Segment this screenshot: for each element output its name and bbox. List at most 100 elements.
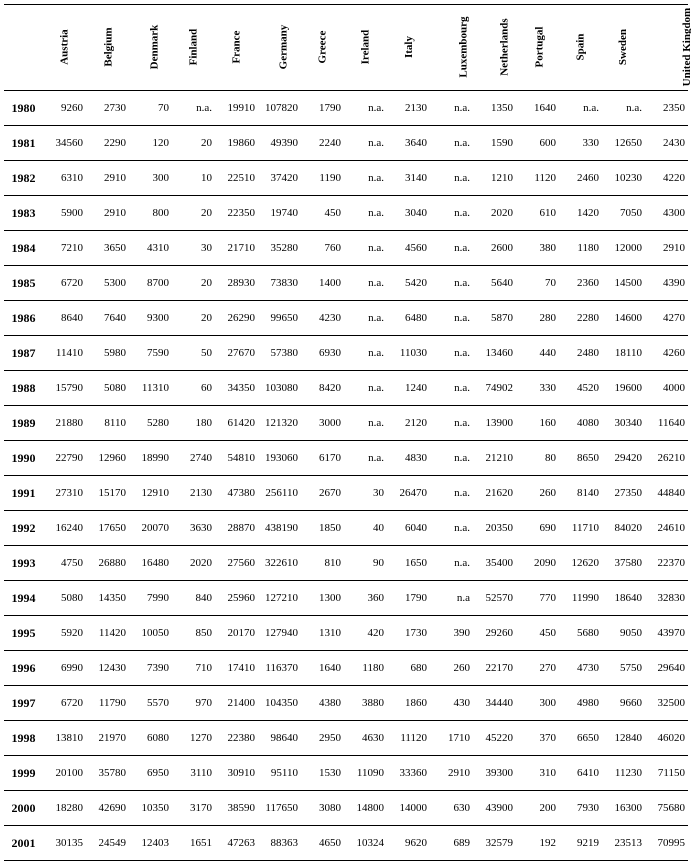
data-cell: 1180: [344, 651, 387, 686]
data-cell: 32830: [645, 581, 688, 616]
data-cell: 16300: [602, 791, 645, 826]
data-cell: 3640: [387, 126, 430, 161]
data-cell: n.a.: [430, 266, 473, 301]
data-cell: 22510: [215, 161, 258, 196]
data-cell: 4630: [344, 721, 387, 756]
data-cell: 34350: [215, 371, 258, 406]
data-cell: 61420: [215, 406, 258, 441]
table-row: 1999201003578069503110309109511015301109…: [4, 756, 688, 791]
data-cell: 120: [129, 126, 172, 161]
data-cell: 127940: [258, 616, 301, 651]
data-cell: 20: [172, 196, 215, 231]
data-cell: 19860: [215, 126, 258, 161]
data-cell: 8700: [129, 266, 172, 301]
data-cell: 10: [172, 161, 215, 196]
data-cell: n.a.: [430, 161, 473, 196]
data-cell: n.a.: [430, 406, 473, 441]
data-cell: 6720: [43, 266, 86, 301]
col-header: United Kingdom: [645, 5, 688, 91]
data-cell: 5680: [559, 616, 602, 651]
col-header: France: [215, 5, 258, 91]
data-cell: 26210: [645, 441, 688, 476]
data-cell: 24549: [86, 826, 129, 861]
data-cell: 13900: [473, 406, 516, 441]
data-cell: 4650: [301, 826, 344, 861]
data-cell: 3080: [301, 791, 344, 826]
data-cell: 75680: [645, 791, 688, 826]
data-cell: 19910: [215, 91, 258, 126]
data-cell: 47263: [215, 826, 258, 861]
data-cell: 43900: [473, 791, 516, 826]
data-cell: 2020: [473, 196, 516, 231]
data-cell: 29260: [473, 616, 516, 651]
data-cell: 6310: [43, 161, 86, 196]
year-cell: 1991: [4, 476, 43, 511]
year-cell: 1997: [4, 686, 43, 721]
data-cell: 103080: [258, 371, 301, 406]
data-cell: 117650: [258, 791, 301, 826]
col-header: Luxembourg: [430, 5, 473, 91]
data-cell: n.a.: [559, 91, 602, 126]
data-cell: 7210: [43, 231, 86, 266]
year-cell: 1989: [4, 406, 43, 441]
data-cell: 8650: [559, 441, 602, 476]
year-cell: 1992: [4, 511, 43, 546]
col-header: Sweden: [602, 5, 645, 91]
data-cell: 11420: [86, 616, 129, 651]
data-cell: 47380: [215, 476, 258, 511]
data-cell: 17650: [86, 511, 129, 546]
data-cell: 4980: [559, 686, 602, 721]
data-cell: 28870: [215, 511, 258, 546]
data-cell: 1270: [172, 721, 215, 756]
data-cell: n.a.: [430, 301, 473, 336]
year-cell: 2001: [4, 826, 43, 861]
data-cell: 4730: [559, 651, 602, 686]
table-row: 19813456022901202019860493902240n.a.3640…: [4, 126, 688, 161]
data-cell: 8420: [301, 371, 344, 406]
data-cell: 4000: [645, 371, 688, 406]
data-cell: 21400: [215, 686, 258, 721]
data-cell: 6170: [301, 441, 344, 476]
data-cell: 10350: [129, 791, 172, 826]
data-cell: 127210: [258, 581, 301, 616]
data-cell: 42690: [86, 791, 129, 826]
data-cell: 6040: [387, 511, 430, 546]
data-cell: 49390: [258, 126, 301, 161]
data-cell: 10324: [344, 826, 387, 861]
data-cell: 840: [172, 581, 215, 616]
year-cell: 1981: [4, 126, 43, 161]
table-row: 19892188081105280180614201213203000n.a.2…: [4, 406, 688, 441]
year-cell: 1990: [4, 441, 43, 476]
data-cell: 310: [516, 756, 559, 791]
data-cell: 2480: [559, 336, 602, 371]
data-cell: 14000: [387, 791, 430, 826]
data-cell: 22380: [215, 721, 258, 756]
header-blank: [4, 5, 43, 91]
data-cell: 4270: [645, 301, 688, 336]
data-cell: n.a.: [344, 161, 387, 196]
table-row: 1992162401765020070363028870438190185040…: [4, 511, 688, 546]
data-cell: 21710: [215, 231, 258, 266]
data-cell: 30910: [215, 756, 258, 791]
data-cell: n.a.: [430, 91, 473, 126]
data-cell: n.a.: [430, 231, 473, 266]
data-cell: 3650: [86, 231, 129, 266]
header-row: Austria Belgium Denmark Finland France G…: [4, 5, 688, 91]
data-cell: 5640: [473, 266, 516, 301]
data-cell: 24610: [645, 511, 688, 546]
data-cell: 2460: [559, 161, 602, 196]
year-cell: 1986: [4, 301, 43, 336]
data-cell: 2020: [172, 546, 215, 581]
data-cell: 2740: [172, 441, 215, 476]
table-row: 1993475026880164802020275603226108109016…: [4, 546, 688, 581]
data-cell: 12650: [602, 126, 645, 161]
data-cell: 25960: [215, 581, 258, 616]
data-cell: 70: [516, 266, 559, 301]
data-cell: 200: [516, 791, 559, 826]
data-cell: 18110: [602, 336, 645, 371]
data-cell: 70995: [645, 826, 688, 861]
data-cell: 80: [516, 441, 559, 476]
data-cell: 270: [516, 651, 559, 686]
col-header: Portugal: [516, 5, 559, 91]
data-cell: 1730: [387, 616, 430, 651]
